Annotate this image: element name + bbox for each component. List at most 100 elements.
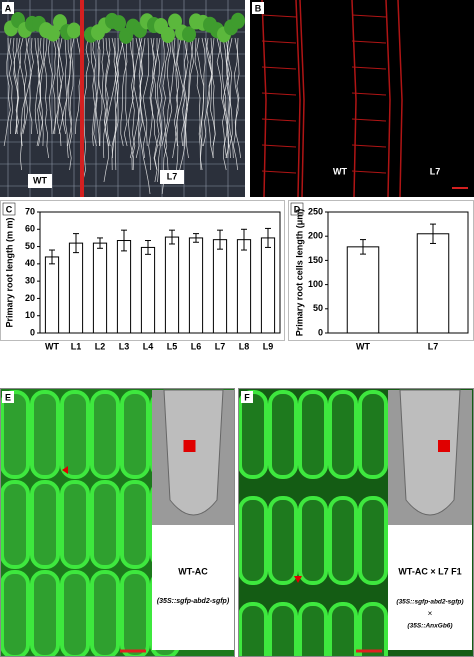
caption-construct: (35S::sgfp-abd2-sgfp)	[396, 599, 463, 606]
root	[3, 37, 11, 147]
cross-wall	[261, 66, 297, 70]
root	[138, 37, 146, 159]
bar	[140, 246, 156, 334]
root	[102, 37, 111, 159]
cell	[120, 480, 150, 569]
root	[54, 37, 60, 135]
leaf	[168, 13, 182, 30]
label-box	[2, 391, 14, 403]
bar	[44, 256, 60, 334]
panel-a-image	[0, 0, 245, 197]
leaf	[231, 12, 245, 29]
root	[234, 37, 242, 159]
cell	[268, 602, 298, 657]
cross-wall	[351, 170, 387, 174]
panel-label: E	[5, 392, 11, 402]
cell	[238, 390, 268, 479]
bar	[92, 242, 108, 334]
cross-wall	[261, 118, 297, 122]
panel-e-image	[0, 388, 235, 657]
root	[172, 37, 179, 159]
leaf	[46, 25, 60, 42]
bar	[68, 242, 84, 334]
label-box	[2, 202, 16, 216]
cross-wall	[261, 92, 297, 96]
plot-frame	[39, 211, 281, 334]
root	[179, 37, 188, 171]
plot-frame	[327, 211, 469, 334]
y-tick-label: 0	[318, 327, 323, 337]
root	[111, 37, 119, 171]
leaf	[161, 27, 175, 44]
root	[19, 37, 30, 171]
label-box	[252, 2, 264, 14]
cell	[60, 570, 90, 657]
y-tick-label: 60	[25, 224, 35, 234]
root	[133, 37, 143, 159]
root	[161, 37, 176, 147]
cell-wall	[261, 0, 267, 198]
root	[22, 37, 32, 135]
y-tick-label: 40	[25, 258, 35, 268]
y-tick-label: 30	[25, 276, 35, 286]
bar	[212, 239, 228, 334]
x-tick-label: L6	[191, 341, 202, 351]
root	[183, 37, 194, 147]
cell	[238, 496, 268, 585]
root	[68, 37, 75, 171]
panel-b-image	[250, 0, 474, 198]
cell	[358, 390, 388, 479]
root	[90, 37, 97, 147]
root	[47, 37, 53, 135]
y-axis-label: Primary root cells length (μm)	[294, 209, 304, 337]
root	[153, 37, 160, 171]
root	[184, 37, 194, 159]
root	[43, 37, 50, 159]
panel-label: A	[5, 3, 12, 13]
cell	[120, 570, 150, 657]
cross-wall	[261, 144, 297, 148]
root	[175, 37, 189, 171]
cell	[298, 496, 328, 585]
cell	[358, 602, 388, 657]
x-tick-label: L3	[119, 341, 130, 351]
cell	[358, 496, 388, 585]
panel-frame	[0, 200, 285, 341]
root	[106, 37, 117, 147]
cell	[90, 570, 120, 657]
root	[148, 37, 155, 171]
y-tick-label: 10	[25, 310, 35, 320]
marker	[438, 440, 450, 452]
root	[216, 37, 230, 159]
root	[158, 37, 165, 147]
bar	[188, 237, 204, 334]
x-tick-label: L9	[263, 341, 274, 351]
divider	[80, 0, 84, 197]
root	[58, 37, 68, 135]
cross-wall	[351, 14, 387, 18]
caption-box	[388, 525, 472, 650]
cell	[328, 602, 358, 657]
cell	[238, 602, 268, 657]
label-box	[28, 174, 52, 188]
leaf	[112, 15, 126, 32]
cell	[298, 390, 328, 479]
y-tick-label: 70	[25, 206, 35, 216]
cell	[60, 390, 90, 479]
root	[194, 37, 203, 171]
image-label: L7	[167, 171, 178, 181]
arrowhead	[62, 466, 68, 474]
root	[199, 37, 206, 147]
y-tick-label: 100	[308, 279, 323, 289]
root	[15, 37, 24, 135]
y-tick-label: 0	[30, 327, 35, 337]
root	[37, 37, 43, 147]
root-tip	[399, 389, 461, 516]
caption-box	[152, 525, 235, 650]
cell	[298, 602, 328, 657]
cross-wall	[351, 92, 387, 96]
cell	[30, 480, 60, 569]
root	[36, 37, 45, 147]
cell	[0, 390, 30, 479]
root	[127, 37, 135, 171]
